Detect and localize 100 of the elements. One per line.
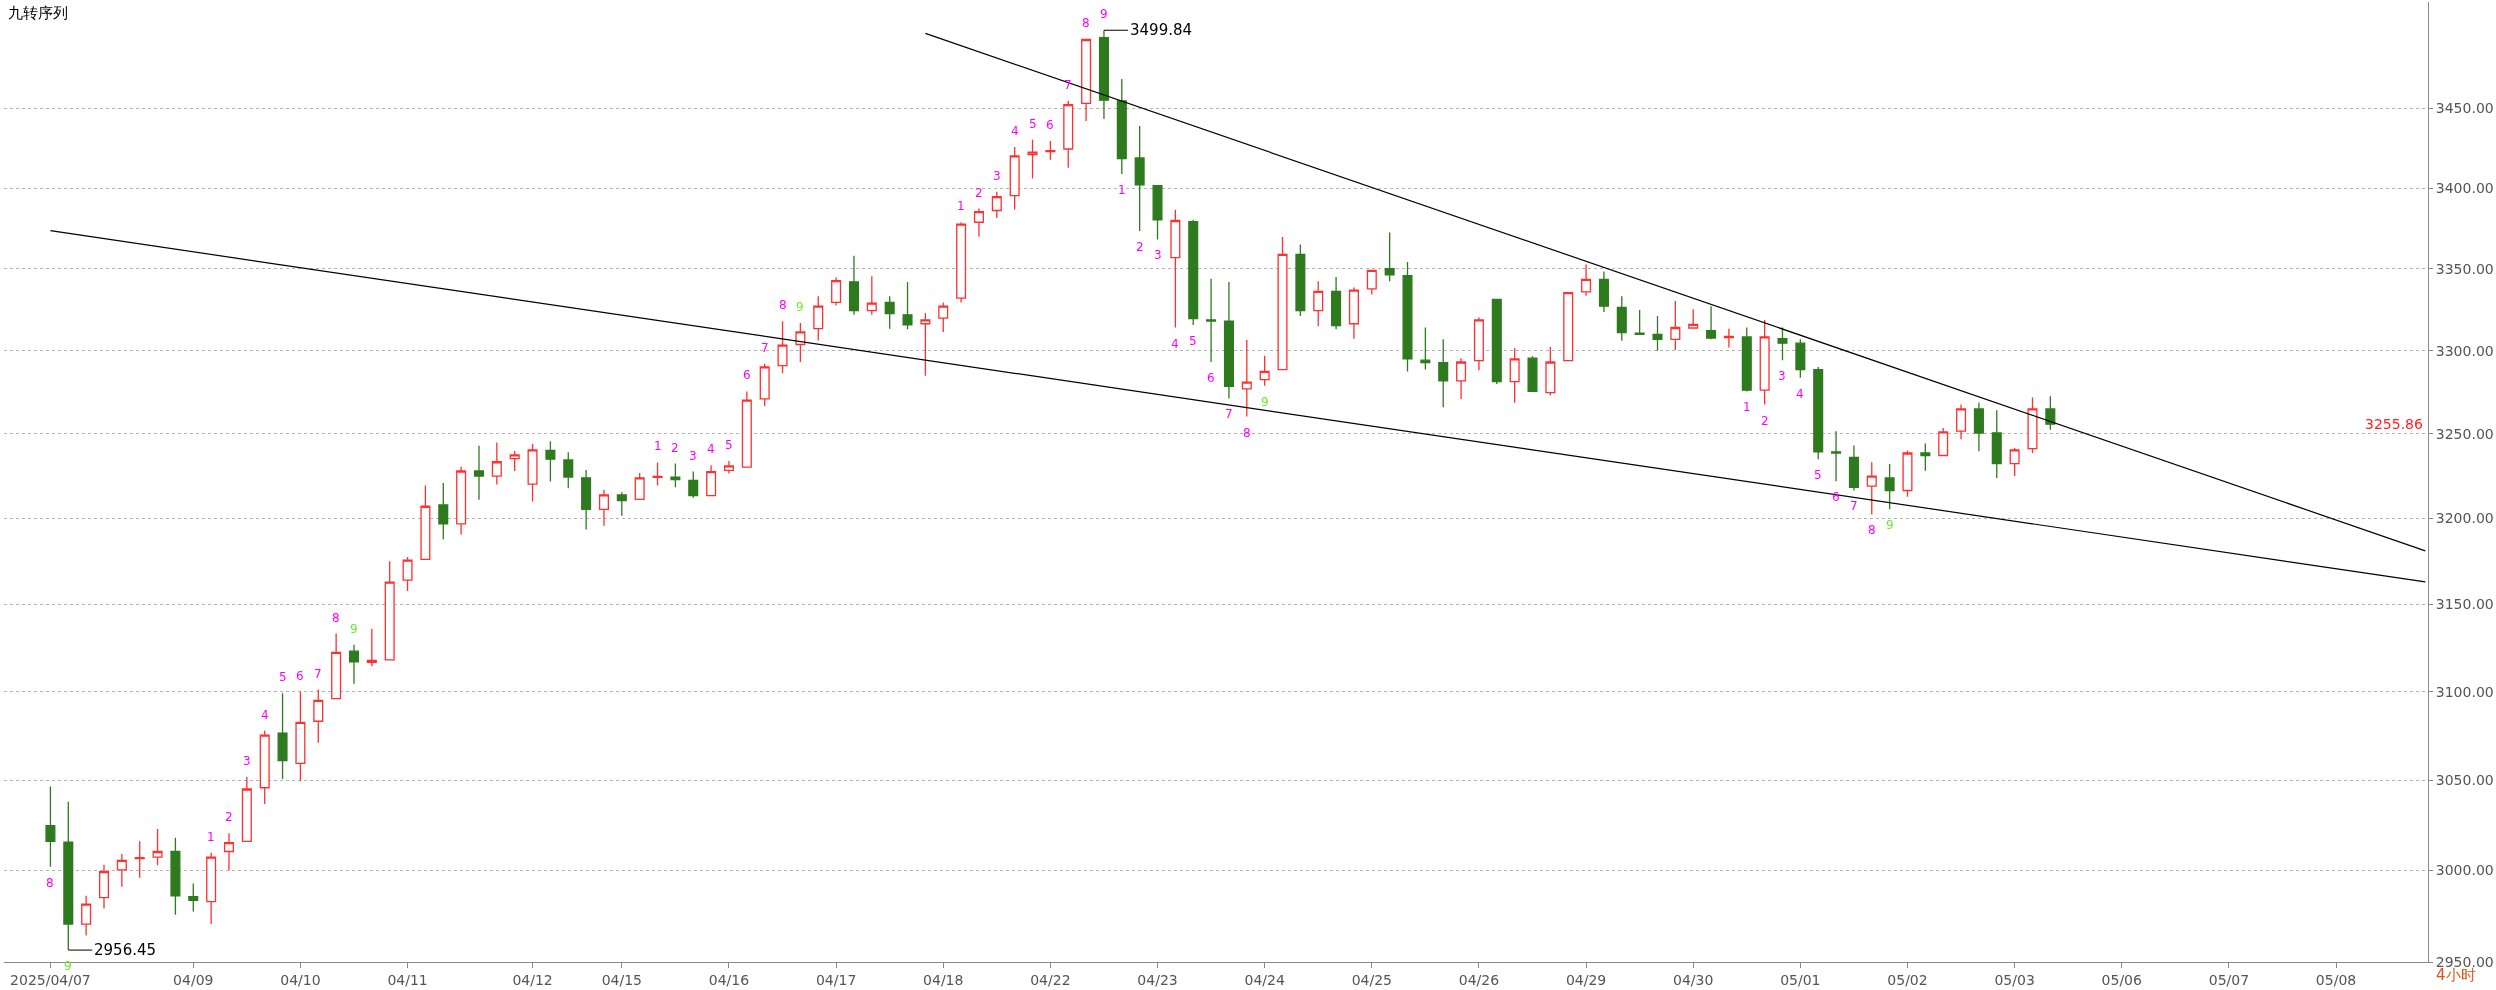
x-tick-label: 04/25 bbox=[1351, 971, 1392, 988]
text: 8 bbox=[779, 298, 787, 312]
candlestick bbox=[1741, 326, 1752, 393]
text: 9 bbox=[796, 300, 804, 314]
text: 2 bbox=[975, 186, 983, 200]
candlestick bbox=[777, 320, 788, 374]
candlestick bbox=[1045, 140, 1056, 161]
x-tick-label: 04/18 bbox=[923, 971, 964, 988]
candlestick bbox=[688, 470, 699, 499]
candlestick bbox=[1795, 338, 1806, 379]
candlestick bbox=[866, 275, 877, 316]
candlestick bbox=[1563, 291, 1574, 362]
x-tick-label: 04/15 bbox=[601, 971, 643, 988]
candlestick bbox=[1170, 209, 1181, 329]
text: 8 bbox=[46, 876, 54, 890]
candlestick bbox=[1206, 278, 1217, 363]
text: 2 bbox=[1136, 240, 1144, 254]
candlestick bbox=[1634, 309, 1645, 336]
candlestick bbox=[1759, 319, 1770, 406]
candlestick bbox=[152, 828, 163, 866]
x-tick-label: 04/30 bbox=[1673, 971, 1714, 988]
candlestick bbox=[1848, 444, 1859, 492]
candlestick bbox=[1831, 430, 1842, 482]
annotation: 3499.84 bbox=[1130, 21, 1193, 39]
candlestick bbox=[1938, 427, 1949, 457]
candlestick bbox=[920, 312, 931, 377]
candlestick bbox=[1277, 236, 1288, 371]
x-tick-label: 04/17 bbox=[815, 971, 857, 988]
candlestick bbox=[1956, 403, 1967, 441]
text: 8 bbox=[1082, 16, 1090, 30]
candlestick bbox=[813, 295, 824, 342]
candlestick bbox=[1241, 339, 1252, 418]
text: 4 bbox=[1171, 337, 1179, 351]
text: 1 bbox=[207, 830, 215, 844]
candlestick bbox=[98, 864, 110, 910]
candlestick bbox=[795, 322, 806, 363]
candlestick bbox=[1420, 326, 1431, 371]
candlestick bbox=[1402, 261, 1413, 373]
candlestick bbox=[956, 221, 967, 304]
candlestick bbox=[1063, 100, 1074, 169]
candlestick bbox=[1259, 355, 1270, 387]
y-tick-label: 3100.00 bbox=[2435, 683, 2494, 700]
candlestick bbox=[223, 832, 235, 872]
text: 3 bbox=[243, 754, 251, 768]
text: 5 bbox=[1029, 117, 1037, 131]
text: 5 bbox=[725, 438, 733, 452]
candlestick bbox=[1688, 308, 1699, 329]
candlestick bbox=[973, 207, 984, 238]
candlestick bbox=[259, 729, 270, 805]
x-tick-label: 2025/04/07 bbox=[10, 971, 91, 988]
candlestick bbox=[81, 895, 92, 937]
text: 4 bbox=[1011, 124, 1019, 138]
text: 9 bbox=[1886, 518, 1894, 532]
x-tick-label: 05/06 bbox=[2101, 971, 2143, 988]
candlestick bbox=[116, 853, 127, 888]
candlestick bbox=[1813, 366, 1824, 460]
text: 2 bbox=[225, 810, 233, 824]
text: 9 bbox=[350, 622, 358, 636]
text: 1 bbox=[1743, 400, 1751, 414]
annotation: 3255.86 bbox=[2365, 416, 2423, 432]
candlestick bbox=[384, 560, 395, 661]
candlestick bbox=[1581, 263, 1592, 297]
text: 8 bbox=[1868, 523, 1876, 537]
text: 4 bbox=[261, 708, 269, 722]
candlestick bbox=[1152, 184, 1163, 241]
candlestick bbox=[616, 491, 627, 517]
candlestick bbox=[563, 451, 574, 489]
text: 9 bbox=[1100, 7, 1108, 21]
text: 5 bbox=[279, 670, 287, 684]
candlestick bbox=[509, 450, 520, 472]
candlestick bbox=[652, 461, 663, 487]
candlestick bbox=[2045, 395, 2056, 431]
candlestick bbox=[1223, 281, 1234, 400]
candlestick bbox=[1098, 29, 1109, 120]
x-tick-label: 05/07 bbox=[2208, 971, 2250, 988]
candlestick bbox=[1456, 357, 1467, 400]
candlestick bbox=[1313, 280, 1324, 328]
candlestick bbox=[1920, 442, 1931, 472]
text: 7 bbox=[314, 667, 322, 681]
y-tick-label: 3050.00 bbox=[2435, 772, 2494, 789]
candlestick bbox=[1384, 231, 1395, 282]
text: 7 bbox=[1225, 407, 1233, 421]
candlestick bbox=[1598, 270, 1609, 313]
text: 4 bbox=[1796, 387, 1804, 401]
x-tick-label: 04/09 bbox=[173, 971, 214, 988]
candlestick bbox=[1723, 328, 1734, 349]
candlestick bbox=[527, 443, 538, 503]
candlestick bbox=[331, 632, 342, 700]
chart-title: 九转序列 bbox=[8, 4, 68, 22]
text: 5 bbox=[1814, 468, 1822, 482]
candlestick bbox=[188, 882, 199, 913]
text: 9 bbox=[1261, 395, 1269, 409]
candlestick bbox=[241, 776, 252, 843]
candlestick bbox=[1438, 338, 1449, 408]
candlestick bbox=[45, 785, 56, 868]
candlestick bbox=[2027, 396, 2038, 454]
candlestick bbox=[402, 556, 413, 592]
candlestick bbox=[1366, 269, 1377, 296]
y-tick-label: 3350.00 bbox=[2435, 260, 2494, 277]
y-tick-label: 3300.00 bbox=[2435, 342, 2494, 359]
